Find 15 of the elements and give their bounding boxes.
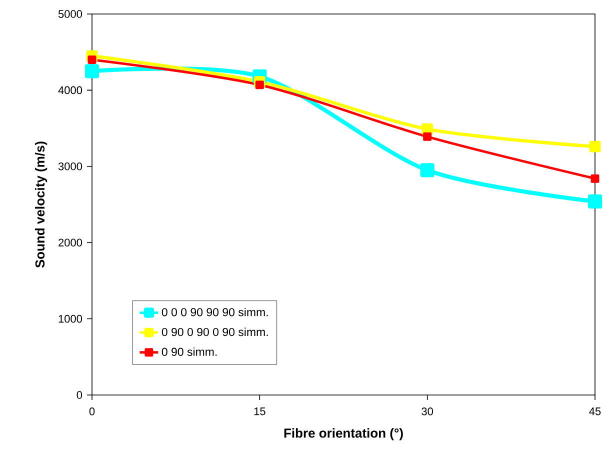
- y-tick-label: 3000: [58, 162, 82, 170]
- y-tick-label: 2000: [58, 238, 82, 246]
- legend-label: 0 0 0 90 90 90 simm.: [162, 308, 268, 316]
- y-axis-title: Sound velocity (m/s): [35, 142, 48, 268]
- x-tick-label: 45: [589, 408, 601, 416]
- x-tick-label: 15: [254, 408, 266, 416]
- legend-label: 0 90 simm.: [162, 347, 217, 356]
- x-tick-label: 0: [89, 408, 95, 416]
- y-tick-label: 0: [76, 391, 82, 399]
- legend-label: 0 90 0 90 0 90 simm.: [162, 328, 268, 336]
- y-tick-label: 5000: [58, 10, 82, 18]
- y-tick-label: 4000: [58, 86, 82, 94]
- y-tick-label: 1000: [58, 314, 82, 323]
- x-axis-title: Fibre orientation (°): [284, 428, 403, 440]
- x-tick-label: 30: [422, 408, 434, 416]
